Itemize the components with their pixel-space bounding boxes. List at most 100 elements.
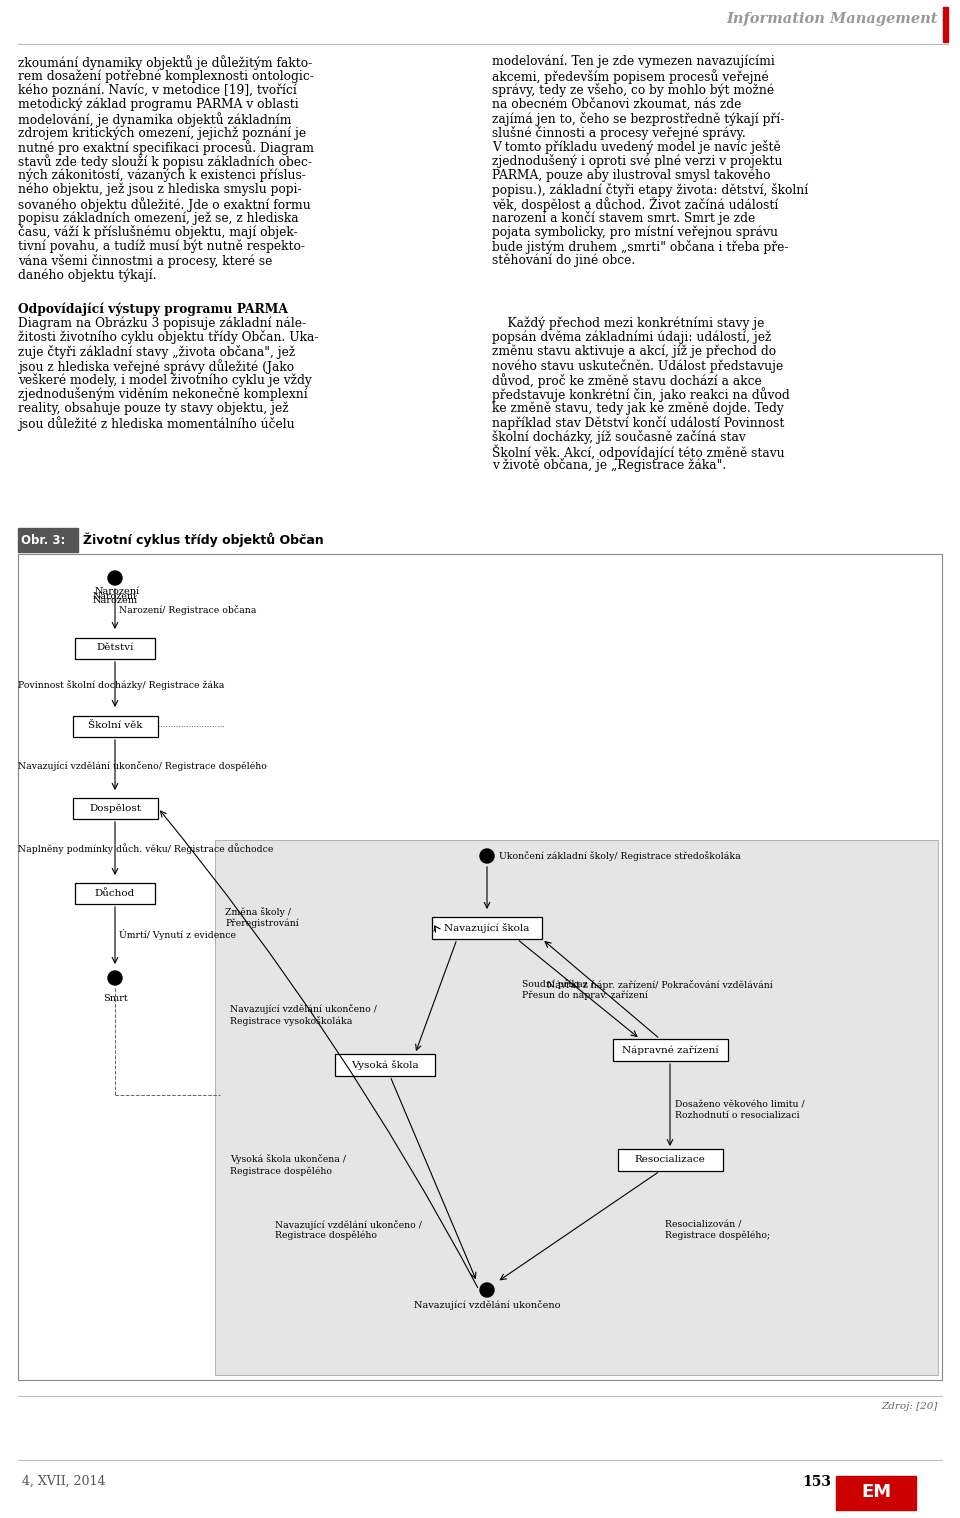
Text: na obecném Občanovi zkoumat, nás zde: na obecném Občanovi zkoumat, nás zde [492,97,741,111]
Text: Narození: Narození [92,597,137,606]
Text: Úmrtí/ Vynutí z evidence: Úmrtí/ Vynutí z evidence [119,929,236,941]
Text: v životě občana, je „Registrace žáka".: v životě občana, je „Registrace žáka". [492,458,727,472]
Text: daného objektu týkají.: daného objektu týkají. [18,269,156,281]
Text: představuje konkrétní čin, jako reakci na důvod: představuje konkrétní čin, jako reakci n… [492,387,790,402]
FancyBboxPatch shape [612,1038,728,1061]
Text: Navazující vzdělání ukončeno /
Registrace vysokoškoláka: Navazující vzdělání ukončeno / Registrac… [230,1005,377,1026]
Text: důvod, proč ke změně stavu dochází a akce: důvod, proč ke změně stavu dochází a akc… [492,373,761,389]
Text: nutné pro exaktní specifikaci procesů. Diagram: nutné pro exaktní specifikaci procesů. D… [18,140,314,155]
Text: správy, tedy ze všeho, co by mohlo být možné: správy, tedy ze všeho, co by mohlo být m… [492,83,774,97]
Circle shape [480,849,494,864]
Bar [215,839,938,1375]
Text: Návrat z nápr. zařízení/ Pokračování vzdělávání: Návrat z nápr. zařízení/ Pokračování vzd… [547,981,773,990]
Text: ke změně stavu, tedy jak ke změně dojde. Tedy: ke změně stavu, tedy jak ke změně dojde.… [492,401,783,414]
Text: PARMA, pouze aby ilustroval smysl takového: PARMA, pouze aby ilustroval smysl takové… [492,168,771,182]
Text: Resocializace: Resocializace [635,1155,706,1164]
FancyBboxPatch shape [335,1053,435,1076]
Text: změnu stavu aktivuje a akcí, jíž je přechod do: změnu stavu aktivuje a akcí, jíž je přec… [492,345,776,358]
Text: školní docházky, jíž současně začíná stav: školní docházky, jíž současně začíná sta… [492,430,746,443]
Text: jsou z hlediska veřejné správy důležité (Jako: jsou z hlediska veřejné správy důležité … [18,358,294,373]
Text: Každý přechod mezi konkrétními stavy je: Každý přechod mezi konkrétními stavy je [492,316,764,329]
Text: Vysoká škola ukončena /
Registrace dospělého: Vysoká škola ukončena / Registrace dospě… [230,1155,346,1175]
Text: Navazující vzdělání ukončeno /
Registrace dospělého: Navazující vzdělání ukončeno / Registrac… [275,1219,421,1240]
Text: rem dosažení potřebné komplexnosti ontologic-: rem dosažení potřebné komplexnosti ontol… [18,70,314,82]
Text: Resocializován /
Registrace dospělého;: Resocializován / Registrace dospělého; [665,1220,770,1240]
Text: kého poznání. Navíc, v metodice [19], tvořící: kého poznání. Navíc, v metodice [19], tv… [18,83,297,97]
Text: zuje čtyři základní stavy „života občana", jež: zuje čtyři základní stavy „života občana… [18,345,296,358]
Text: Vysoká škola: Vysoká škola [351,1060,419,1070]
Text: Školní věk: Školní věk [87,721,142,730]
Text: popisu.), základní čtyři etapy života: dětství, školní: popisu.), základní čtyři etapy života: d… [492,182,808,197]
Text: Narození/ Registrace občana: Narození/ Registrace občana [119,606,256,615]
Text: vána všemi činnostmi a procesy, které se: vána všemi činnostmi a procesy, které se [18,254,273,267]
Text: věk, dospělost a důchod. Život začíná událostí: věk, dospělost a důchod. Život začíná ud… [492,197,779,213]
Text: stěhování do jiné obce.: stěhování do jiné obce. [492,254,636,267]
FancyBboxPatch shape [432,917,542,940]
Text: sovaného objektu důležité. Jde o exaktní formu: sovaného objektu důležité. Jde o exaktní… [18,197,311,213]
Text: metodický základ programu PARMA v oblasti: metodický základ programu PARMA v oblast… [18,97,299,111]
Text: narození a končí stavem smrt. Smrt je zde: narození a končí stavem smrt. Smrt je zd… [492,211,756,225]
Text: slušné činnosti a procesy veřejné správy.: slušné činnosti a procesy veřejné správy… [492,126,746,140]
Text: Diagram na Obrázku 3 popisuje základní nále-: Diagram na Obrázku 3 popisuje základní n… [18,316,306,329]
Text: Zdroj: [20]: Zdroj: [20] [881,1403,938,1412]
Text: Obr. 3:: Obr. 3: [21,533,65,546]
Text: Povinnost školní docházky/ Registrace žáka: Povinnost školní docházky/ Registrace žá… [18,680,225,691]
FancyBboxPatch shape [75,882,155,903]
Text: Narození: Narození [94,587,139,597]
Text: nového stavu uskutečněn. Událost představuje: nového stavu uskutečněn. Událost předsta… [492,358,783,373]
Text: zjednodušeným viděním nekonečně komplexní: zjednodušeným viděním nekonečně komplexn… [18,387,308,401]
Text: stavů zde tedy slouží k popisu základních obec-: stavů zde tedy slouží k popisu základníc… [18,155,312,170]
Bar [836,1475,916,1510]
Text: Odpovídající výstupy programu PARMA: Odpovídající výstupy programu PARMA [18,302,288,316]
Text: Nápravné zařízení: Nápravné zařízení [622,1046,718,1055]
Text: zkoumání dynamiky objektů je důležitým fakto-: zkoumání dynamiky objektů je důležitým f… [18,55,312,70]
Text: Navazující vzdělání ukončeno: Navazující vzdělání ukončeno [414,1299,561,1310]
Text: žitosti životního cyklu objektu třídy Občan. Uka-: žitosti životního cyklu objektu třídy Ob… [18,331,319,345]
Text: Soudní příkaz /
Přesun do náprav. zařízení: Soudní příkaz / Přesun do náprav. zaříze… [522,979,648,1000]
Text: modelování. Ten je zde vymezen navazujícími: modelování. Ten je zde vymezen navazujíc… [492,55,775,68]
Text: Důchod: Důchod [95,888,135,897]
Text: Naplněny podmínky důch. věku/ Registrace důchodce: Naplněny podmínky důch. věku/ Registrace… [18,844,274,855]
Text: pojata symbolicky, pro místní veřejnou správu: pojata symbolicky, pro místní veřejnou s… [492,225,778,238]
Text: Narození: Narození [93,592,137,601]
Text: Životní cyklus třídy objektů Občan: Životní cyklus třídy objektů Občan [83,533,324,548]
Text: Dosaženo věkového limitu /
Rozhodnutí o resocializaci: Dosaženo věkového limitu / Rozhodnutí o … [675,1101,804,1120]
Text: zjednodušený i oproti své plné verzi v projektu: zjednodušený i oproti své plné verzi v p… [492,155,782,168]
FancyBboxPatch shape [73,797,157,818]
Text: tivní povahu, a tudíž musí být nutně respekto-: tivní povahu, a tudíž musí být nutně res… [18,240,305,254]
Text: modelování, je dynamika objektů základním: modelování, je dynamika objektů základní… [18,112,292,126]
Text: 4, XVII, 2014: 4, XVII, 2014 [22,1475,106,1488]
Bar [18,554,942,1380]
FancyBboxPatch shape [617,1149,723,1170]
Text: popisu základních omezení, jež se, z hlediska: popisu základních omezení, jež se, z hle… [18,211,299,225]
Text: 153: 153 [802,1475,831,1489]
Text: bude jistým druhem „smrti" občana i třeba pře-: bude jistým druhem „smrti" občana i třeb… [492,240,788,254]
Text: Dětství: Dětství [96,644,133,653]
Circle shape [480,1283,494,1296]
Circle shape [108,571,122,584]
Text: ných zákonitostí, vázaných k existenci příslus-: ných zákonitostí, vázaných k existenci p… [18,168,306,182]
Text: veškeré modely, i model životního cyklu je vždy: veškeré modely, i model životního cyklu … [18,373,312,387]
Text: V tomto příkladu uvedený model je navíc ještě: V tomto příkladu uvedený model je navíc … [492,140,780,155]
Text: ného objektu, jež jsou z hlediska smyslu popi-: ného objektu, jež jsou z hlediska smyslu… [18,182,301,196]
Text: reality, obsahuje pouze ty stavy objektu, jež: reality, obsahuje pouze ty stavy objektu… [18,401,289,414]
Text: popsán dvěma základními údaji: událostí, jež: popsán dvěma základními údaji: událostí,… [492,331,772,345]
Text: Smrt: Smrt [103,994,128,1003]
Text: EM: EM [861,1483,891,1501]
Text: Ukončení základní školy/ Registrace středoškoláka: Ukončení základní školy/ Registrace stře… [499,852,741,861]
Bar [943,8,948,43]
Text: času, váží k příslušnému objektu, mají objek-: času, váží k příslušnému objektu, mají o… [18,225,298,240]
Text: jsou důležité z hlediska momentálního účelu: jsou důležité z hlediska momentálního úč… [18,416,295,431]
Text: Dospělost: Dospělost [89,803,141,812]
Text: Information Management: Information Management [727,12,938,26]
Text: zdrojem kritických omezení, jejichž poznání je: zdrojem kritických omezení, jejichž pozn… [18,126,306,140]
Text: Změna školy /
Přeregistrování: Změna školy / Přeregistrování [225,908,299,929]
Text: Navazující vzdělání ukončeno/ Registrace dospělého: Navazující vzdělání ukončeno/ Registrace… [18,761,267,771]
Text: zajímá jen to, čeho se bezprostředně týkají pří-: zajímá jen to, čeho se bezprostředně týk… [492,112,784,126]
Text: akcemi, především popisem procesů veřejné: akcemi, především popisem procesů veřejn… [492,70,769,83]
FancyBboxPatch shape [75,638,155,659]
Bar [18,528,78,553]
Text: Školní věk. Akcí, odpovídající této změně stavu: Školní věk. Akcí, odpovídající této změn… [492,445,784,460]
Circle shape [108,972,122,985]
Text: Navazující škola: Navazující škola [444,923,530,934]
